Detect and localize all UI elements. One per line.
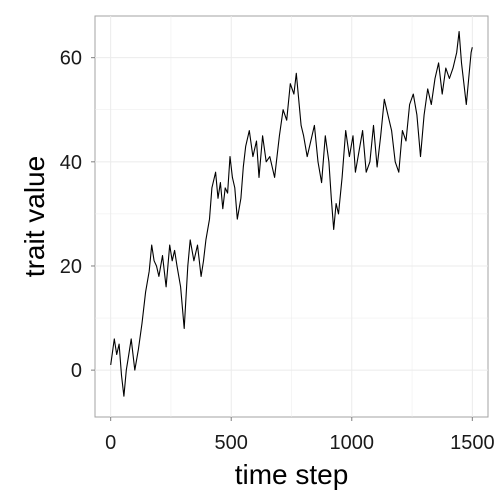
series-line [110,31,473,397]
y-tick-label: 20 [60,256,82,278]
y-tick-label: 40 [60,152,82,174]
y-axis-ticks [91,57,95,371]
x-axis-title: time step [235,459,349,490]
x-axis-tick-labels: 0 500 1000 1500 [105,432,494,454]
x-tick-label: 500 [215,432,248,454]
minor-gridlines [95,16,488,417]
y-tick-label: 0 [71,360,82,382]
x-axis-ticks [110,417,473,421]
y-axis-title: trait value [19,156,50,277]
x-tick-label: 0 [105,432,116,454]
major-gridlines [95,16,488,417]
x-tick-label: 1500 [450,432,495,454]
x-tick-label: 1000 [330,432,375,454]
y-axis-tick-labels: 0 20 40 60 [60,48,82,382]
series-layer [110,31,473,397]
y-tick-label: 60 [60,48,82,70]
